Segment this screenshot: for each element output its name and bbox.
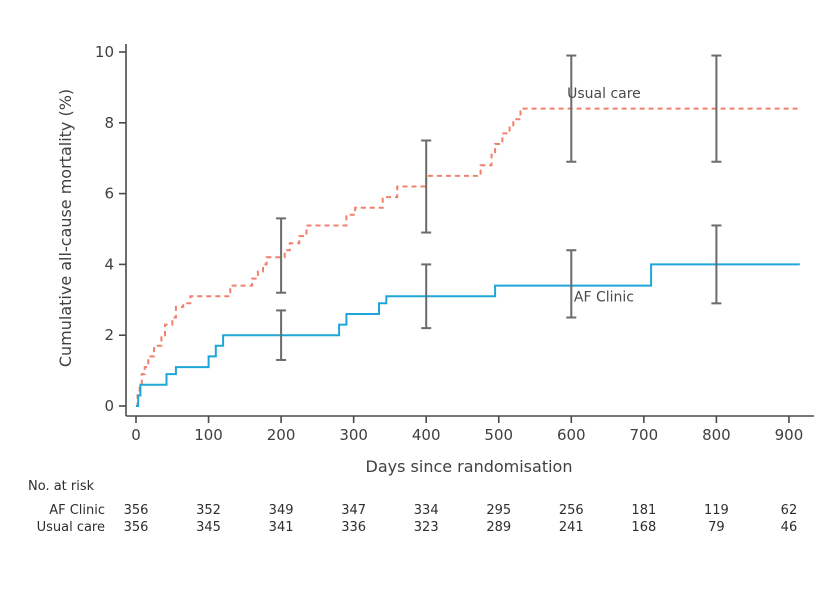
risk-cell: 345	[196, 520, 221, 535]
risk-cell: 356	[124, 503, 149, 518]
error-bar	[276, 309, 287, 361]
y-tick-label: 4	[104, 255, 114, 273]
error-bar	[566, 249, 577, 319]
risk-cell: 62	[781, 503, 798, 518]
risk-cell: 256	[559, 503, 584, 518]
risk-cell: 119	[704, 503, 729, 518]
x-tick-label: 700	[630, 426, 659, 444]
risk-cell: 241	[559, 520, 584, 535]
x-tick-label: 400	[412, 426, 441, 444]
x-tick-label: 900	[775, 426, 804, 444]
error-bar	[711, 224, 722, 305]
x-tick-label: 200	[267, 426, 296, 444]
y-tick-label: 0	[104, 397, 114, 415]
risk-cell: 347	[341, 503, 366, 518]
risk-cell: 352	[196, 503, 221, 518]
y-tick-label: 8	[104, 114, 114, 132]
error-bar	[566, 54, 577, 163]
risk-row-label: Usual care	[37, 520, 105, 535]
x-tick-label: 500	[484, 426, 513, 444]
x-tick-label: 300	[339, 426, 368, 444]
series-line-usual-care	[136, 107, 800, 407]
risk-cell: 336	[341, 520, 366, 535]
risk-cell: 341	[269, 520, 294, 535]
risk-row-label: AF Clinic	[49, 503, 105, 518]
x-axis-title: Days since randomisation	[366, 457, 573, 476]
error-bar	[711, 54, 722, 163]
x-tick-label: 600	[557, 426, 586, 444]
series-line-af-clinic	[136, 263, 800, 407]
error-bar	[276, 217, 287, 294]
risk-table: No. at risk AF Clinic 356 352 349 347 334 295 2…	[28, 479, 797, 535]
error-bar	[421, 139, 432, 234]
series-annotations: Usual care AF Clinic	[567, 86, 641, 306]
risk-cell: 181	[631, 503, 656, 518]
risk-cell: 334	[414, 503, 439, 518]
series-layer	[136, 107, 800, 407]
risk-cell: 349	[269, 503, 294, 518]
x-tick-label: 800	[702, 426, 731, 444]
y-tick-label: 6	[104, 185, 114, 203]
error-bars	[276, 54, 722, 361]
error-bar	[421, 263, 432, 330]
series-annotation: AF Clinic	[574, 290, 634, 306]
risk-cell: 323	[414, 520, 439, 535]
risk-table-title: No. at risk	[28, 479, 95, 494]
y-axis-title: Cumulative all-cause mortality (%)	[56, 89, 75, 367]
y-tick-label: 10	[95, 43, 114, 61]
risk-cell: 79	[708, 520, 725, 535]
series-annotation: Usual care	[567, 86, 641, 102]
x-tick-label: 0	[131, 426, 141, 444]
x-tick-label: 100	[194, 426, 223, 444]
risk-cell: 295	[486, 503, 511, 518]
risk-cell: 46	[781, 520, 798, 535]
risk-cell: 168	[631, 520, 656, 535]
risk-cell: 356	[124, 520, 149, 535]
risk-cell: 289	[486, 520, 511, 535]
y-tick-label: 2	[104, 326, 114, 344]
